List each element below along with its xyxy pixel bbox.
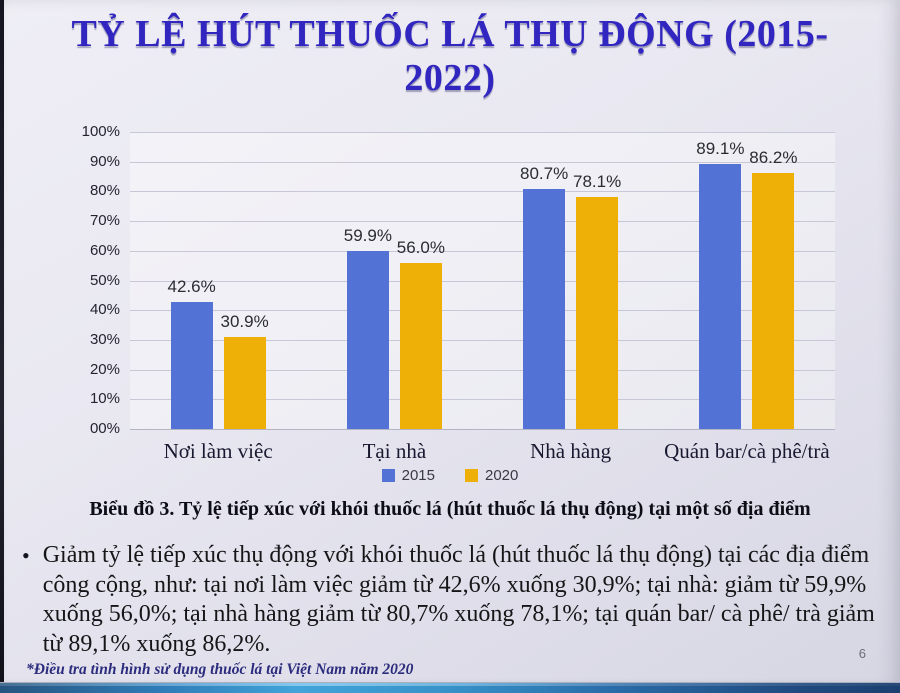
bar-2020 [576,197,619,429]
bar-2015 [699,164,742,429]
gridline [130,280,835,282]
bar-2015 [346,251,389,429]
bar-group: 89.1% 86.2% [659,132,835,429]
bar-groups: 42.6% 30.9% 59.9% 56.0% 80.7% 78.1% 89.1% 86.2% [130,132,835,429]
gridline [130,132,835,133]
x-axis-labels: Nơi làm việc Tại nhà Nhà hàng Quán bar/cà p… [130,439,835,464]
legend-swatch-icon [381,469,395,482]
category-label: Nhà hàng [530,439,612,463]
gridline [130,161,835,163]
gridline [130,221,835,223]
gridline [130,339,835,341]
bar-2015 [170,302,213,429]
slide-title: TỶ LỆ HÚT THUỐC LÁ THỤ ĐỘNG (2015-2022) [71,13,829,99]
bar-2015-wrap: 80.7% [520,164,568,429]
screen-bottom-bar [0,682,900,693]
bar-2020-wrap: 86.2% [749,148,797,429]
bar-2015-wrap: 42.6% [168,277,216,429]
bar-value-label: 78.1% [573,172,622,192]
bar-2020 [223,337,266,429]
bar-value-label: 80.7% [520,164,569,184]
bullet-paragraph: • Giảm tỷ lệ tiếp xúc thụ động với khói … [22,541,882,659]
legend-item-2015: 2015 [381,467,435,484]
bar-group: 80.7% 78.1% [483,132,659,429]
legend-swatch-icon [465,469,478,482]
chart-caption: Biểu đồ 3. Tỷ lệ tiếp xúc với khói thuốc… [89,498,811,520]
bar-2015 [523,189,566,429]
page-number: 6 [858,646,866,661]
category-label: Nơi làm việc [163,439,273,463]
gridline [130,250,835,252]
category-label: Tại nhà [362,439,427,463]
legend-label: 2015 [401,467,435,484]
bullet-marker: • [22,543,30,568]
y-axis-tick: 100% [81,123,120,140]
bar-2015-wrap: 89.1% [696,139,744,429]
plot-area: 42.6% 30.9% 59.9% 56.0% 80.7% 78.1% 89.1% 86.2% [130,132,835,430]
y-axis-tick: 60% [89,241,120,259]
gridline [130,429,835,430]
bar-2020 [399,262,442,429]
y-axis-tick: 20% [89,360,120,378]
y-axis-tick: 40% [89,301,120,319]
bar-2015-wrap: 59.9% [344,226,392,429]
bar-value-label: 89.1% [696,139,745,159]
gridline [130,191,835,193]
y-axis-tick: 70% [89,212,120,230]
y-axis-tick: 10% [89,390,120,408]
y-axis-tick: 50% [89,271,120,289]
y-axis: 100% 90% 80% 70% 60% 50% 40% 30% 20% 10% 00% [58,123,120,444]
bar-value-label: 42.6% [167,277,216,297]
screen-left-edge [0,0,4,693]
y-axis-tick: 90% [89,152,120,170]
category-label: Quán bar/cà phê/trà [664,439,830,463]
y-axis-tick: 80% [89,182,120,200]
bar-group: 42.6% 30.9% [130,132,306,429]
bar-chart: 100% 90% 80% 70% 60% 50% 40% 30% 20% 10% 00% 42.6%… [58,123,837,469]
footnote: *Điều tra tình hình sử dụng thuốc lá tại… [26,661,414,678]
bar-2020-wrap: 78.1% [573,172,621,429]
legend-label: 2020 [485,467,519,484]
legend-item-2020: 2020 [465,467,518,484]
bar-2020-wrap: 56.0% [397,238,445,429]
bar-value-label: 86.2% [749,148,798,167]
bullet-text: Giảm tỷ lệ tiếp xúc thụ động với khói th… [42,542,875,657]
chart-legend: 2015 2020 [0,467,900,484]
bar-2020 [752,173,795,429]
bar-value-label: 30.9% [220,312,269,332]
bar-value-label: 59.9% [343,226,392,246]
gridline [130,369,835,371]
gridline [130,310,835,312]
gridline [130,399,835,401]
bar-value-label: 56.0% [396,237,445,257]
bar-group: 59.9% 56.0% [306,132,482,429]
y-axis-tick: 30% [89,330,120,348]
y-axis-tick: 00% [89,420,120,437]
bar-2020-wrap: 30.9% [221,312,269,429]
